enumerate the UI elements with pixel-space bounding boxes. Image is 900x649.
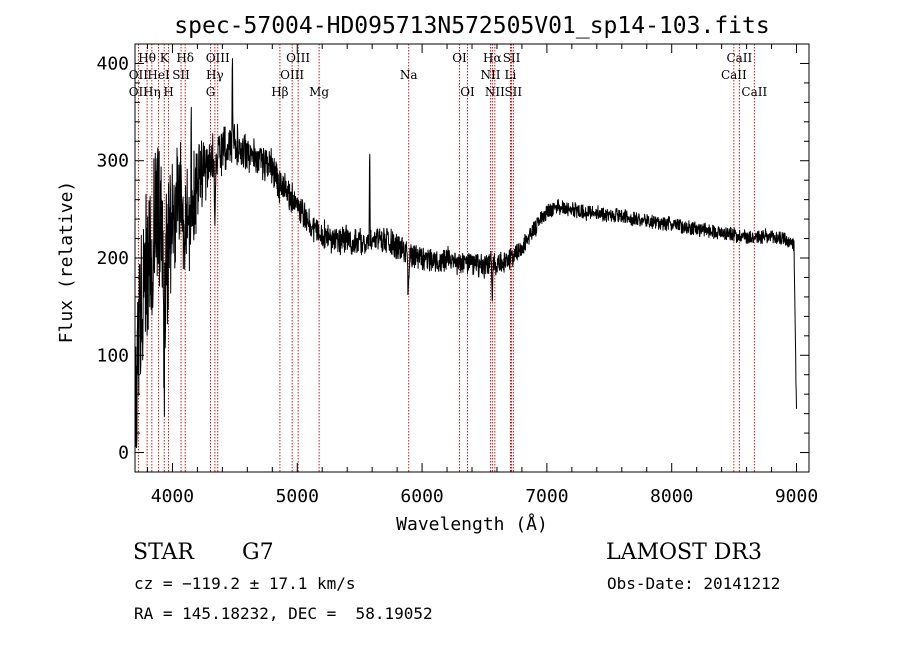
x-tick-label: 7000 [525, 486, 568, 507]
line-label: G [206, 85, 216, 99]
line-label: CaII [726, 51, 752, 65]
y-axis-label: Flux (relative) [56, 181, 77, 344]
y-tick-label: 200 [96, 248, 129, 269]
line-label: Mg [309, 85, 329, 99]
line-label: OI [452, 51, 467, 65]
line-label: OIII [206, 51, 230, 65]
line-label: NII [485, 85, 505, 99]
y-tick-label: 100 [96, 345, 129, 366]
x-tick-label: 6000 [400, 486, 443, 507]
line-label: Na [400, 68, 418, 82]
line-label: Li [505, 68, 517, 82]
line-label: Hβ [271, 85, 288, 99]
spectrum-series [134, 58, 797, 455]
coordinates: RA = 145.18232, DEC = 58.19052 [134, 604, 433, 623]
x-tick-label: 4000 [151, 486, 194, 507]
x-axis-label: Wavelength (Å) [396, 513, 548, 535]
y-axis: 0 100 200 300 400 [96, 43, 809, 473]
spectrum-line [134, 58, 797, 455]
line-label: NII [480, 68, 500, 82]
y-tick-label: 0 [118, 443, 129, 464]
line-label: OIII [280, 68, 304, 82]
survey-name: LAMOST DR3 [606, 540, 762, 565]
line-label: SII [503, 51, 521, 65]
y-tick-label: 400 [96, 53, 129, 74]
spectral-line-labels: Hθ OII OII K HeI Hη H Hδ SII OIII Hγ G OIII OIII Hβ Mg N… [129, 51, 768, 99]
chart-title: spec-57004-HD095713N572505V01_sp14-103.f… [174, 13, 769, 39]
line-label: OI [460, 85, 475, 99]
line-label: Hη [143, 85, 161, 99]
x-tick-label: 8000 [650, 486, 693, 507]
object-subclass: G7 [242, 540, 274, 565]
line-label: CaII [721, 68, 747, 82]
line-label: SII [504, 85, 522, 99]
x-tick-label: 5000 [276, 486, 319, 507]
line-label: Hγ [206, 68, 224, 82]
redshift-value: cz = −119.2 ± 17.1 km/s [134, 574, 356, 593]
line-label: OIII [286, 51, 310, 65]
line-label: K [160, 51, 170, 65]
line-label: OII [129, 85, 149, 99]
y-tick-label: 300 [96, 151, 129, 172]
line-label: OII [129, 68, 149, 82]
x-tick-label: 9000 [775, 486, 818, 507]
line-label: Hα [483, 51, 502, 65]
line-label: HeI [147, 68, 170, 82]
line-label: CaII [741, 85, 767, 99]
line-label: Hδ [176, 51, 194, 65]
object-class: STAR [133, 540, 195, 565]
line-label: H [163, 85, 173, 99]
x-axis: 4000 5000 6000 7000 8000 9000 [146, 44, 818, 507]
line-label: SII [172, 68, 190, 82]
line-label: Hθ [138, 51, 156, 65]
observation-date: Obs-Date: 20141212 [607, 574, 780, 593]
